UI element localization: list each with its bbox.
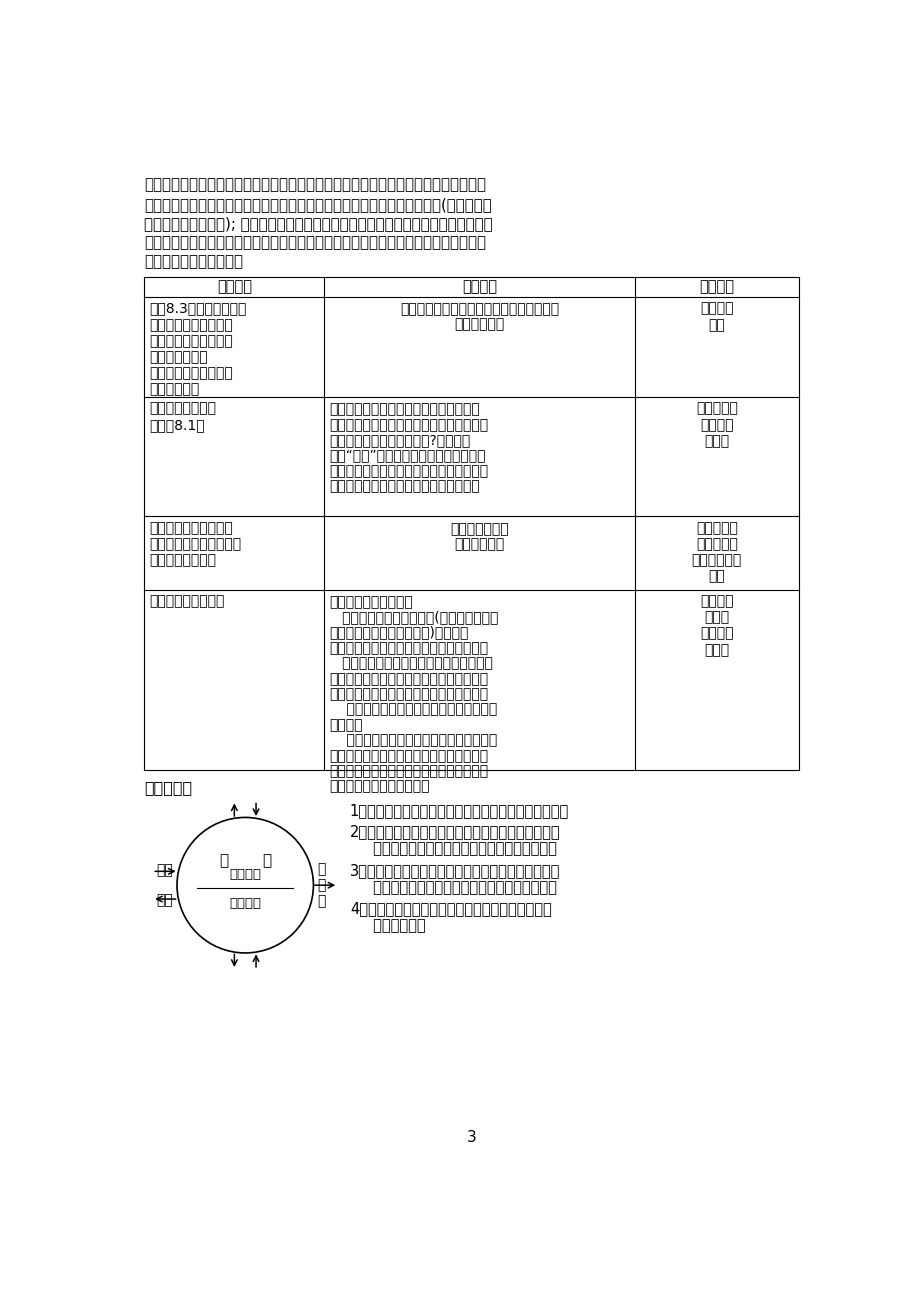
- Text: 加深对当前
所学问题的
理解，学会学
习。: 加深对当前 所学问题的 理解，学会学 习。: [691, 521, 741, 584]
- Text: 能量的交换或对环境的改造、环境的反馈作用。: 能量的交换或对环境的改造、环境的反馈作用。: [349, 880, 556, 894]
- Text: 发生在图中哪条联络筭头；进而总结出环境: 发生在图中哪条联络筭头；进而总结出环境: [329, 464, 488, 478]
- Text: 环境的功能：提供物质和能量、容纳和清: 环境的功能：提供物质和能量、容纳和清: [329, 733, 496, 748]
- Text: 环: 环: [219, 853, 228, 868]
- Text: 联结、为新知识的学习提供适当的附着点上下功夫。按建构主义学习理论的随机进入教: 联结、为新知识的学习提供适当的附着点上下功夫。按建构主义学习理论的随机进入教: [144, 235, 486, 251]
- Text: 基本要求: 基本要求: [461, 280, 496, 294]
- Text: 境: 境: [262, 853, 271, 868]
- Text: 人类与环境密切联系、相互影响，是个有: 人类与环境密切联系、相互影响，是个有: [329, 703, 496, 716]
- Text: 3、图上筭头：消费活动过程中，与环境发生的物质、: 3、图上筭头：消费活动过程中，与环境发生的物质、: [349, 863, 560, 878]
- Text: 能量的交换或对环境的改造、环境的反馈作用。: 能量的交换或对环境的改造、环境的反馈作用。: [349, 841, 556, 857]
- Text: 难点突破：: 难点突破：: [144, 780, 192, 794]
- Text: 国际社会最为关注哪些问题?为什么？: 国际社会最为关注哪些问题?为什么？: [329, 433, 470, 447]
- Text: 废
弃
物: 废 弃 物: [317, 862, 325, 909]
- Text: 教师因势利导启发
并出示8.1图: 教师因势利导启发 并出示8.1图: [149, 402, 216, 432]
- Text: 系最密切，可使世界各国共同受益或受害。: 系最密切，可使世界各国共同受益或受害。: [329, 688, 488, 701]
- Text: 象。因而帮助学生理解人类社会与环境的相关模式图是教学的难点，对环境问题的表现: 象。因而帮助学生理解人类社会与环境的相关模式图是教学的难点，对环境问题的表现: [144, 178, 486, 192]
- Text: 4、图右筭头：生产活动、消费活动的终端产物排放: 4、图右筭头：生产活动、消费活动的终端产物排放: [349, 901, 551, 916]
- Text: 怎样发生的？: 怎样发生的？: [454, 317, 505, 332]
- Text: 生产活动: 生产活动: [229, 897, 261, 910]
- Text: 境、提供归纳的角度); 教法上教师应重在帮助学生将新学的知识与已有的知识经验形成: 境、提供归纳的角度); 教法上教师应重在帮助学生将新学的知识与已有的知识经验形成: [144, 216, 493, 231]
- Text: 环境问题主要表现为环境污染和生态破坏。: 环境问题主要表现为环境污染和生态破坏。: [329, 641, 488, 655]
- Text: 教师巡回解疑: 教师巡回解疑: [454, 537, 505, 551]
- Text: 支持服务；环境承载力是有限的，人类活动: 支持服务；环境承载力是有限的，人类活动: [329, 764, 488, 779]
- Text: 能量: 能量: [156, 893, 173, 907]
- Text: 国际社会普遍关注的是气候变化和生物多: 国际社会普遍关注的是气候变化和生物多: [329, 656, 493, 671]
- Text: 消费活动: 消费活动: [229, 868, 261, 881]
- Text: 分布具有全球性、地域性(城乡差别和发达: 分布具有全球性、地域性(城乡差别和发达: [329, 610, 498, 624]
- Text: 出示8.3图，由学生表述
环境问题实例（可以是
图上的，也可是教材中
的或其它事例）
教师提出表述的基本要
求并作示范；: 出示8.3图，由学生表述 环境问题实例（可以是 图上的，也可是教材中 的或其它事…: [149, 302, 246, 396]
- Text: 创设问题
情境: 创设问题 情境: [699, 302, 732, 332]
- Text: 发生在什么地方、发生怎样的环境问题、是: 发生在什么地方、发生怎样的环境问题、是: [400, 303, 559, 316]
- Text: 样性消失。这两个领域与当今生产、生活关: 样性消失。这两个领域与当今生产、生活关: [329, 672, 488, 686]
- Text: 能否就例举的环境问题按其危害进行归类？: 能否就例举的环境问题按其危害进行归类？: [329, 417, 488, 432]
- Text: 想一想、议一议: 想一想、议一议: [450, 521, 508, 536]
- Text: 到环境中去。: 到环境中去。: [349, 918, 425, 933]
- Text: 功能，认识这些功能的破坏产生的后果。: 功能，认识这些功能的破坏产生的后果。: [329, 480, 479, 494]
- Text: 除排泤物、提供生存空间、提供基本生存的: 除排泤物、提供生存空间、提供基本生存的: [329, 749, 488, 763]
- Text: 机整体。: 机整体。: [329, 718, 362, 732]
- Text: 师生共同归纳、评价: 师生共同归纳、评价: [149, 594, 224, 608]
- Text: 国家与发展中国家间的差别)的特征。: 国家与发展中国家间的差别)的特征。: [329, 625, 468, 640]
- Text: 活动目的: 活动目的: [698, 280, 733, 294]
- Text: 交流学习
成果；
完成意义
建构。: 交流学习 成果； 完成意义 建构。: [699, 594, 732, 656]
- Text: 3: 3: [466, 1130, 476, 1145]
- Text: 1、图左筭头：物质、能量通过生产活动进入人类社会。: 1、图左筭头：物质、能量通过生产活动进入人类社会。: [349, 803, 569, 818]
- Text: 环境问题的分布按发生地有何规律可寻？: 环境问题的分布按发生地有何规律可寻？: [329, 403, 479, 416]
- Text: 结合“模式”图，指出所例举的环境问题，: 结合“模式”图，指出所例举的环境问题，: [329, 448, 485, 463]
- Text: 物质: 物质: [156, 863, 173, 876]
- Text: 学生自主学习与小组协
作学习；（学习教材及运
用实例分析讨论）: 学生自主学习与小组协 作学习；（学习教材及运 用实例分析讨论）: [149, 521, 241, 567]
- Text: 学模式，教学设计如下：: 学模式，教学设计如下：: [144, 255, 244, 269]
- Text: 应得出的基本结论有：: 应得出的基本结论有：: [329, 595, 413, 608]
- Text: 确定问题，
提供归纳
方法。: 确定问题， 提供归纳 方法。: [695, 402, 737, 448]
- Text: 与分布的特点进行归纳是教学的重点。建议在学法上应重视地理归纳法指导(创设学习情: 与分布的特点进行归纳是教学的重点。建议在学法上应重视地理归纳法指导(创设学习情: [144, 196, 492, 212]
- Text: 教学步骤: 教学步骤: [217, 280, 252, 294]
- Text: 2、图下筭头：生产活动过程中，与环境发生的物质、: 2、图下筭头：生产活动过程中，与环境发生的物质、: [349, 824, 560, 840]
- Text: 能对它起增强或削弱作用。: 能对它起增强或削弱作用。: [329, 780, 429, 794]
